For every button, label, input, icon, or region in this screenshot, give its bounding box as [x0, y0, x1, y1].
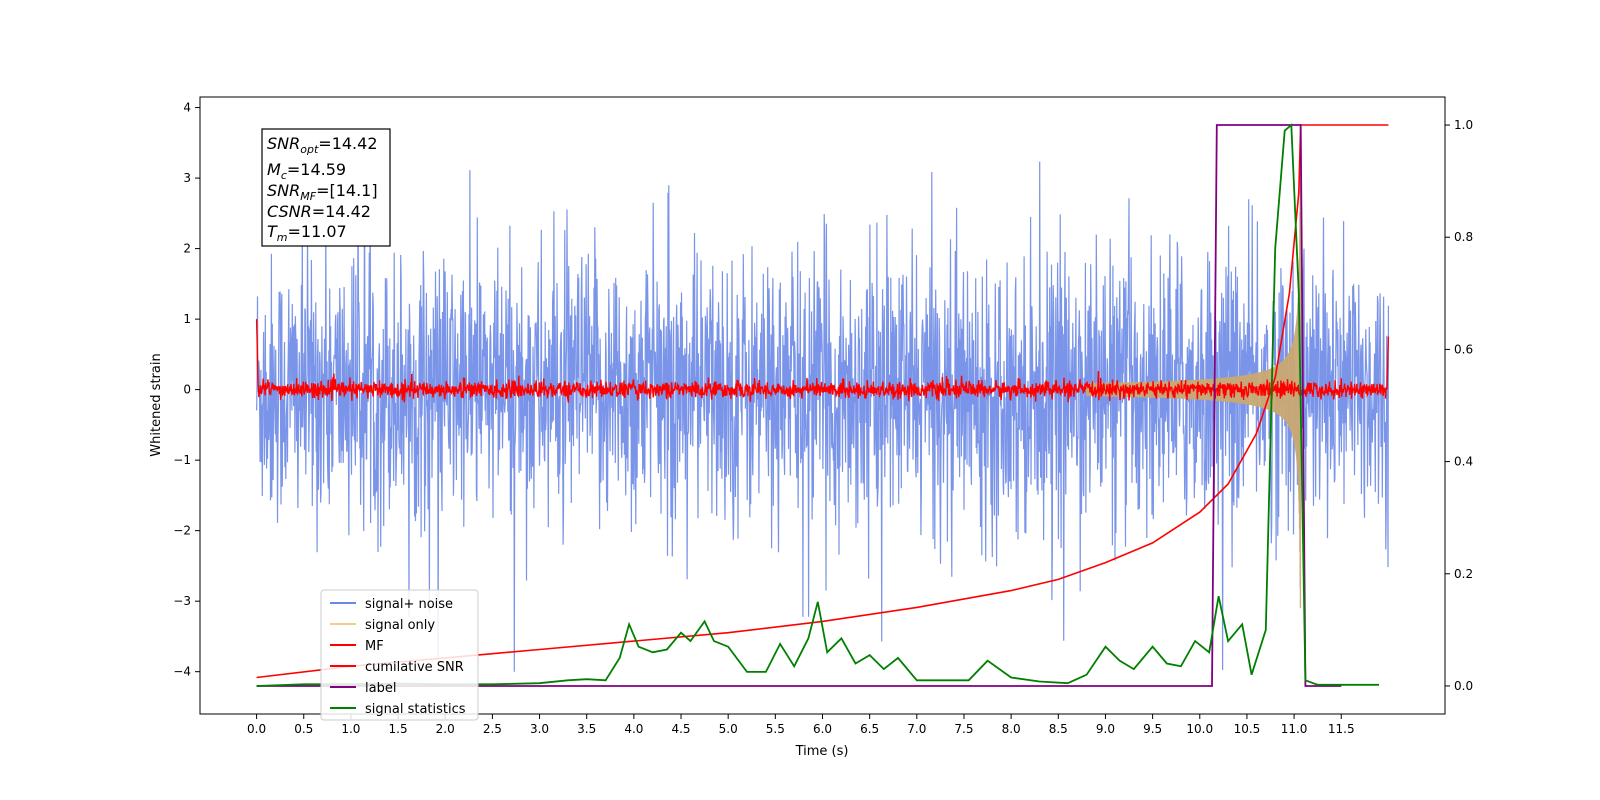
x-tick-label: 3.0: [530, 722, 549, 736]
y-tick-label: 2: [183, 242, 191, 256]
x-tick-label: 10.0: [1186, 722, 1213, 736]
x-tick-label: 4.0: [624, 722, 643, 736]
legend: signal+ noise signal only MF cumilative …: [320, 589, 479, 721]
x-tick-label: 8.5: [1049, 722, 1068, 736]
x-tick-label: 7.5: [954, 722, 973, 736]
signal-noise-line: [256, 134, 1390, 672]
y-axis-ticks: 4 3 2 1 0 −1 −2 −3 −4: [173, 101, 200, 679]
csnr-value: =14.42: [312, 202, 371, 221]
y-tick-label: 1: [183, 312, 191, 326]
x-tick-label: 11.0: [1281, 722, 1308, 736]
y-tick-label: 0: [183, 383, 191, 397]
csnr-line: CSNR=14.42: [267, 202, 371, 221]
x-tick-label: 0.0: [247, 722, 266, 736]
stats-annotation-box: SNRopt=14.42 Mc=14.59 SNRMF=[14.1] CSNR=…: [261, 128, 391, 247]
svg-text:MF: MF: [365, 639, 384, 654]
y2-tick-label: 1.0: [1454, 118, 1473, 132]
legend-item-signal-only: signal only: [330, 618, 435, 633]
svg-text:signal only: signal only: [365, 618, 435, 633]
y2-tick-label: 0.0: [1454, 679, 1473, 693]
csnr-symbol: CSNR: [267, 202, 312, 221]
y-tick-label: −2: [173, 524, 191, 538]
x-tick-label: 10.5: [1234, 722, 1261, 736]
y2-tick-label: 0.8: [1454, 230, 1473, 244]
x-tick-label: 11.5: [1328, 722, 1355, 736]
signal-only-line: [1086, 170, 1302, 609]
signal-statistics-line: [256, 123, 1379, 687]
legend-item-label: label: [330, 681, 396, 696]
legend-item-mf: MF: [330, 639, 384, 654]
label-line: [256, 124, 1342, 687]
tm-symbol: T: [267, 222, 278, 241]
cumulative-snr-line: [256, 124, 1389, 679]
signal-statistics-series: [256, 123, 1379, 687]
snr-mf-line: SNRMF=[14.1]: [267, 181, 378, 203]
y2-tick-label: 0.2: [1454, 567, 1473, 581]
snr-opt-symbol: SNR: [267, 134, 300, 153]
svg-text:label: label: [365, 681, 396, 696]
svg-text:signal+ noise: signal+ noise: [365, 597, 453, 612]
svg-text:signal statistics: signal statistics: [365, 702, 466, 717]
snr-mf-value: =[14.1]: [316, 181, 378, 200]
y-tick-label: 3: [183, 171, 191, 185]
x-tick-label: 1.0: [341, 722, 360, 736]
x-tick-label: 8.0: [1002, 722, 1021, 736]
x-tick-label: 0.5: [294, 722, 313, 736]
snr-opt-sub: opt: [300, 143, 319, 156]
x-tick-label: 2.0: [436, 722, 455, 736]
x-tick-label: 5.5: [766, 722, 785, 736]
mf-series: [255, 319, 1390, 403]
x-tick-label: 9.0: [1096, 722, 1115, 736]
label-series: [256, 124, 1342, 687]
legend-item-signal-noise: signal+ noise: [330, 597, 453, 612]
snr-opt-line: SNRopt=14.42: [267, 134, 378, 156]
mf-line: [255, 319, 1390, 403]
tm-sub: m: [277, 231, 288, 244]
mc-symbol: M: [267, 160, 281, 179]
x-tick-label: 2.5: [483, 722, 502, 736]
y-tick-label: −4: [173, 665, 191, 679]
x-tick-label: 3.5: [577, 722, 596, 736]
x-tick-label: 9.5: [1143, 722, 1162, 736]
x-tick-label: 6.0: [813, 722, 832, 736]
x-axis-ticks: 0.0 0.5 1.0 1.5 2.0 2.5 3.0 3.5 4.0 4.5 5.0 5.5 6.0 6…: [247, 714, 1355, 736]
cumulative-snr-series: [256, 124, 1389, 679]
snr-mf-sub: MF: [300, 190, 316, 203]
tm-value: =11.07: [288, 222, 347, 241]
snr-mf-symbol: SNR: [267, 181, 300, 200]
x-tick-label: 7.0: [907, 722, 926, 736]
y2-tick-label: 0.4: [1454, 455, 1473, 469]
legend-item-cumulative-snr: cumilative SNR: [330, 660, 464, 675]
signal-only-series: [1086, 170, 1302, 609]
mc-value: =14.59: [287, 160, 346, 179]
y-axis-label: Whitened strain: [149, 353, 164, 456]
tm-line: Tm=11.07: [267, 222, 347, 244]
y2-axis-ticks: 1.0 0.8 0.6 0.4 0.2 0.0: [1445, 118, 1473, 693]
signal-noise-series: [256, 134, 1390, 672]
x-tick-label: 4.5: [671, 722, 690, 736]
y-tick-label: −3: [173, 594, 191, 608]
y-tick-label: −1: [173, 453, 191, 467]
x-tick-label: 6.5: [860, 722, 879, 736]
svg-text:cumilative SNR: cumilative SNR: [365, 660, 464, 675]
snr-opt-value: =14.42: [318, 134, 377, 153]
y-tick-label: 4: [183, 101, 191, 115]
x-tick-label: 5.0: [719, 722, 738, 736]
x-tick-label: 1.5: [389, 722, 408, 736]
legend-item-signal-statistics: signal statistics: [330, 702, 466, 717]
y2-tick-label: 0.6: [1454, 342, 1473, 356]
x-axis-label: Time (s): [795, 744, 849, 759]
mc-line: Mc=14.59: [267, 160, 346, 182]
mc-sub: c: [281, 169, 287, 182]
